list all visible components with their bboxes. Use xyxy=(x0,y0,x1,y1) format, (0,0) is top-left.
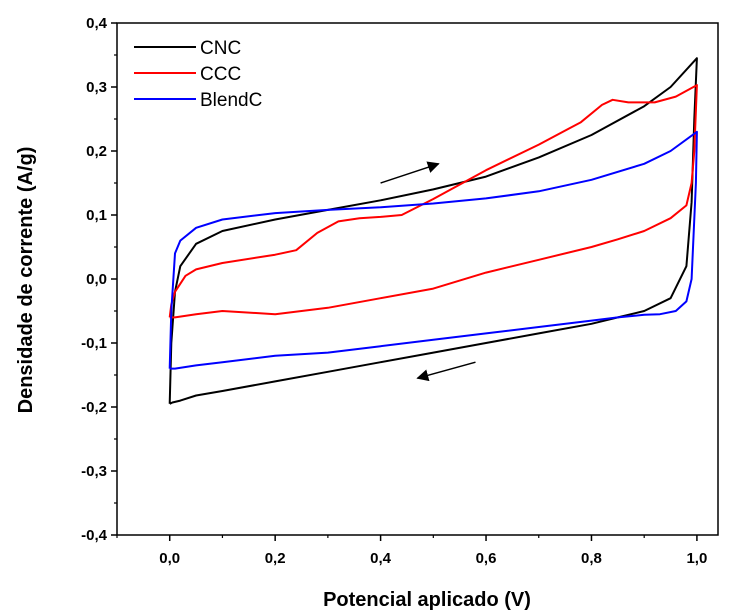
x-tick-label: 0,4 xyxy=(370,550,392,567)
y-tick-label: -0,3 xyxy=(81,463,107,480)
legend-label-blendc: BlendC xyxy=(200,90,262,111)
series-line-ccc xyxy=(168,84,698,319)
y-tick-label: 0,3 xyxy=(86,79,107,96)
plot-area xyxy=(168,57,698,405)
legend-label-cnc: CNC xyxy=(200,38,241,59)
y-axis-ticks: -0,4 -0,3 -0,2 -0,1 0,0 0,1 0,2 0,3 0,4 xyxy=(81,15,117,544)
y-tick-label: 0,0 xyxy=(86,271,107,288)
arrow-forward xyxy=(380,161,440,184)
y-tick-label: -0,1 xyxy=(81,335,107,352)
x-tick-label: 0,6 xyxy=(476,550,497,567)
x-tick-label: 0,2 xyxy=(265,550,286,567)
y-tick-label: 0,4 xyxy=(86,15,108,32)
series-line-blendc xyxy=(168,130,698,370)
direction-arrows xyxy=(380,161,476,382)
legend-label-ccc: CCC xyxy=(200,64,241,85)
x-tick-label: 0,0 xyxy=(159,550,180,567)
y-tick-label: 0,1 xyxy=(86,207,107,224)
arrow-reverse xyxy=(416,361,476,382)
y-axis-title: Densidade de corrente (A/g) xyxy=(15,147,37,414)
y-tick-label: -0,2 xyxy=(81,399,107,416)
x-tick-label: 0,8 xyxy=(581,550,602,567)
x-axis-title: Potencial aplicado (V) xyxy=(323,589,531,611)
y-tick-label: 0,2 xyxy=(86,143,107,160)
legend: CNC CCC BlendC xyxy=(134,38,262,111)
x-tick-label: 1,0 xyxy=(686,550,707,567)
y-tick-label: -0,4 xyxy=(81,527,108,544)
x-axis-ticks: 0,0 0,2 0,4 0,6 0,8 1,0 xyxy=(116,535,707,567)
